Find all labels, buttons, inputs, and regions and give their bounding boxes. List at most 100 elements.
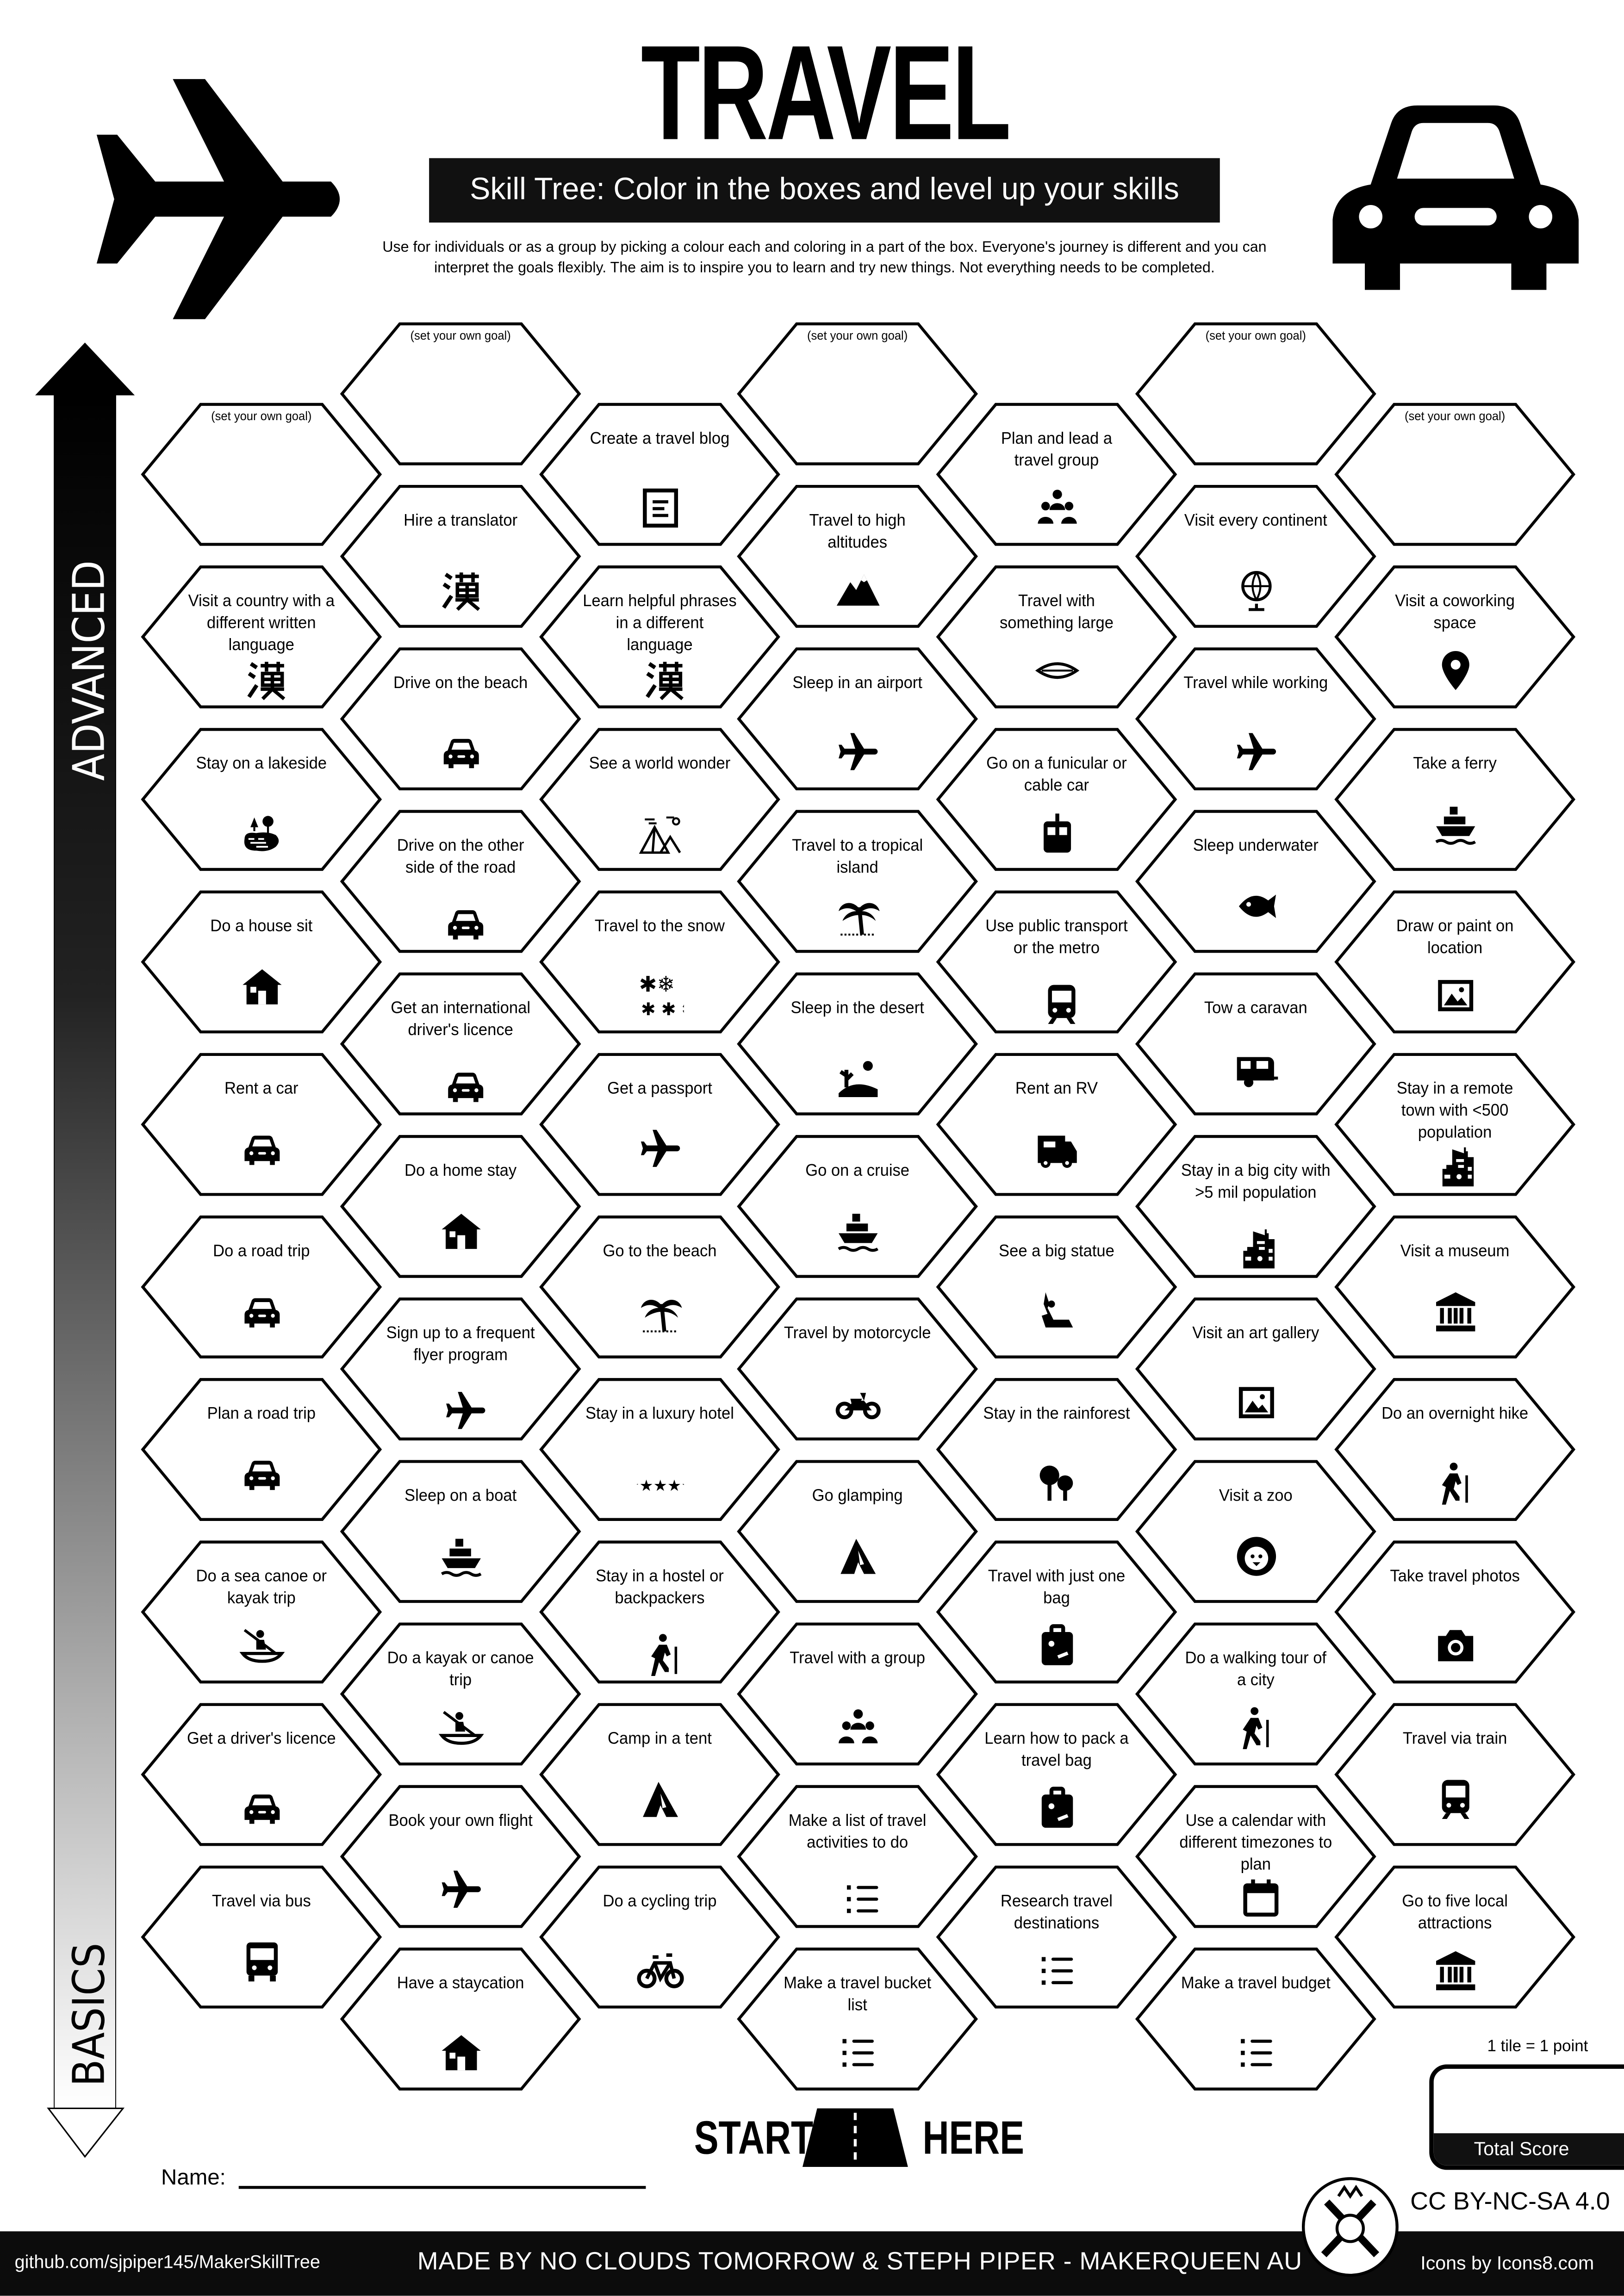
skill-tile[interactable]: Stay in a hostel or backpackers <box>539 1540 780 1684</box>
skill-tile[interactable]: Stay in a remote town with <500 populati… <box>1334 1053 1576 1196</box>
kanji-icon <box>441 572 479 611</box>
hexagon-outline <box>539 1215 780 1359</box>
skill-tile[interactable]: Take travel photos <box>1334 1540 1576 1684</box>
airplane-icon <box>1236 733 1276 770</box>
skill-tile[interactable]: Rent an RV <box>936 1053 1177 1196</box>
skill-tile[interactable]: Sign up to a frequent flyer program <box>340 1297 581 1440</box>
skill-tile[interactable]: Visit an art gallery <box>1135 1297 1376 1440</box>
skill-tile-custom-goal[interactable]: (set your own goal) <box>340 322 581 465</box>
skill-tile[interactable]: Do an overnight hike <box>1334 1378 1576 1521</box>
skill-label: Sleep in an airport <box>792 675 922 693</box>
skill-label: Stay on a lakeside <box>196 755 327 773</box>
skill-tile[interactable]: Travel with a group <box>737 1622 978 1766</box>
skill-tile[interactable]: Stay in a big city with >5 mil populatio… <box>1135 1135 1376 1278</box>
skill-tile[interactable]: Drive on the other side of the road <box>340 810 581 953</box>
picture-icon <box>1437 980 1473 1011</box>
hexagon-outline <box>340 810 581 953</box>
skill-tile[interactable]: Take a ferry <box>1334 728 1576 871</box>
skill-tile[interactable]: Travel to the snow ✱❄✱ ✱ ✱ <box>539 890 780 1034</box>
list-icon <box>1041 1957 1072 1985</box>
skill-tile[interactable]: Do a road trip <box>141 1215 382 1359</box>
skill-tile[interactable]: Go to five local attractions <box>1334 1865 1576 2009</box>
skill-tile-custom-goal[interactable]: (set your own goal) <box>737 322 978 465</box>
skill-label: Sign up to a frequent flyer program <box>386 1325 535 1365</box>
skill-tile-custom-goal[interactable]: (set your own goal) <box>1135 322 1376 465</box>
skill-label: Learn helpful phrases in a different lan… <box>583 593 737 655</box>
skill-tile[interactable]: See a big statue <box>936 1215 1177 1359</box>
skill-tile[interactable]: Do a home stay <box>340 1135 581 1278</box>
skill-tile[interactable]: Do a sea canoe or kayak trip <box>141 1540 382 1684</box>
skill-tile[interactable]: Stay in a luxury hotel ★★★★★ <box>539 1378 780 1521</box>
skill-tile-custom-goal[interactable]: (set your own goal) <box>1334 403 1576 546</box>
skill-tile[interactable]: Travel with just one bag <box>936 1540 1177 1684</box>
skill-tile[interactable]: See a world wonder <box>539 728 780 871</box>
skill-tile[interactable]: Use public transport or the metro <box>936 890 1177 1034</box>
skill-tile[interactable]: Plan and lead a travel group <box>936 403 1177 546</box>
skill-tile[interactable]: Do a kayak or canoe trip <box>340 1622 581 1766</box>
skill-tile[interactable]: Visit a zoo <box>1135 1460 1376 1603</box>
skill-tile[interactable]: Get a driver's licence <box>141 1703 382 1846</box>
tent-icon <box>642 1781 678 1817</box>
skill-tile[interactable]: Plan a road trip <box>141 1378 382 1521</box>
skill-label: Get an international driver's licence <box>391 1000 531 1040</box>
skill-tile[interactable]: Travel with something large <box>936 565 1177 708</box>
skill-label: Travel with a group <box>790 1650 925 1668</box>
skill-tile[interactable]: Use a calendar with different timezones … <box>1135 1785 1376 1928</box>
skill-tile[interactable]: Rent a car <box>141 1053 382 1196</box>
skill-tile[interactable]: Make a list of travel activities to do <box>737 1785 978 1928</box>
skill-tile[interactable]: Draw or paint on location <box>1334 890 1576 1034</box>
skill-tile[interactable]: Travel to high altitudes <box>737 484 978 628</box>
skill-tile[interactable]: Have a staycation <box>340 1947 581 2091</box>
skill-tile[interactable]: Do a cycling trip <box>539 1865 780 2009</box>
skill-label: Visit a museum <box>1400 1243 1510 1261</box>
skill-tile[interactable]: Get a passport <box>539 1053 780 1196</box>
skill-tile[interactable]: Camp in a tent <box>539 1703 780 1846</box>
skill-tile-custom-goal[interactable]: (set your own goal) <box>141 403 382 546</box>
skill-tile[interactable]: Learn how to pack a travel bag <box>936 1703 1177 1846</box>
skill-tile[interactable]: Learn helpful phrases in a different lan… <box>539 565 780 708</box>
total-score-box[interactable]: Total Score <box>1429 2064 1624 2170</box>
luggage-icon <box>1041 1624 1072 1665</box>
skill-tile[interactable]: Visit a coworking space <box>1334 565 1576 708</box>
skill-tile[interactable]: Sleep underwater <box>1135 810 1376 953</box>
skill-tile[interactable]: Create a travel blog <box>539 403 780 546</box>
skill-tile[interactable]: Visit every continent <box>1135 484 1376 628</box>
skill-tile[interactable]: Research travel destinations <box>936 1865 1177 2009</box>
github-link[interactable]: github.com/sjpiper145/MakerSkillTree <box>14 2252 320 2272</box>
skill-tile[interactable]: Stay in the rainforest <box>936 1378 1177 1521</box>
skill-tile[interactable]: Go on a funicular or cable car <box>936 728 1177 871</box>
name-field[interactable] <box>238 2186 646 2189</box>
skill-tile[interactable]: Sleep in an airport <box>737 647 978 791</box>
skill-label: Stay in a big city with >5 mil populatio… <box>1181 1162 1331 1202</box>
skill-tile[interactable]: Visit a museum <box>1334 1215 1576 1359</box>
skill-label: (set your own goal) <box>1205 328 1306 343</box>
skill-tile[interactable]: Travel via train <box>1334 1703 1576 1846</box>
bicycle-icon <box>636 1953 684 1988</box>
skill-tile[interactable]: Drive on the beach <box>340 647 581 791</box>
skill-tile[interactable]: Travel while working <box>1135 647 1376 791</box>
maker-logo-icon <box>1301 2177 1399 2277</box>
skill-tile[interactable]: Go glamping <box>737 1460 978 1603</box>
skill-tile[interactable]: Go to the beach <box>539 1215 780 1359</box>
skill-tile[interactable]: Sleep on a boat <box>340 1460 581 1603</box>
skill-tile[interactable]: Do a walking tour of a city <box>1135 1622 1376 1766</box>
skill-tile[interactable]: Get an international driver's licence <box>340 972 581 1116</box>
skill-label: Rent a car <box>224 1080 299 1098</box>
skill-tile[interactable]: Book your own flight <box>340 1785 581 1928</box>
skill-label: Do a cycling trip <box>603 1893 717 1911</box>
skill-tile[interactable]: Visit a country with a different written… <box>141 565 382 708</box>
skill-label: Do a sea canoe or kayak trip <box>196 1568 327 1608</box>
skill-tile[interactable]: Travel via bus <box>141 1865 382 2009</box>
skill-tile[interactable]: Travel by motorcycle <box>737 1297 978 1440</box>
skill-tile[interactable]: Stay on a lakeside <box>141 728 382 871</box>
globe-icon <box>1240 571 1271 611</box>
skill-tile[interactable]: Go on a cruise <box>737 1135 978 1278</box>
skill-tile[interactable]: Make a travel budget <box>1135 1947 1376 2091</box>
ship-icon <box>837 1214 878 1252</box>
skill-tile[interactable]: Make a travel bucket list <box>737 1947 978 2091</box>
skill-tile[interactable]: Sleep in the desert <box>737 972 978 1116</box>
skill-tile[interactable]: Hire a translator <box>340 484 581 628</box>
skill-tile[interactable]: Travel to a tropical island <box>737 810 978 953</box>
skill-tile[interactable]: Do a house sit <box>141 890 382 1034</box>
skill-tile[interactable]: Tow a caravan <box>1135 972 1376 1116</box>
